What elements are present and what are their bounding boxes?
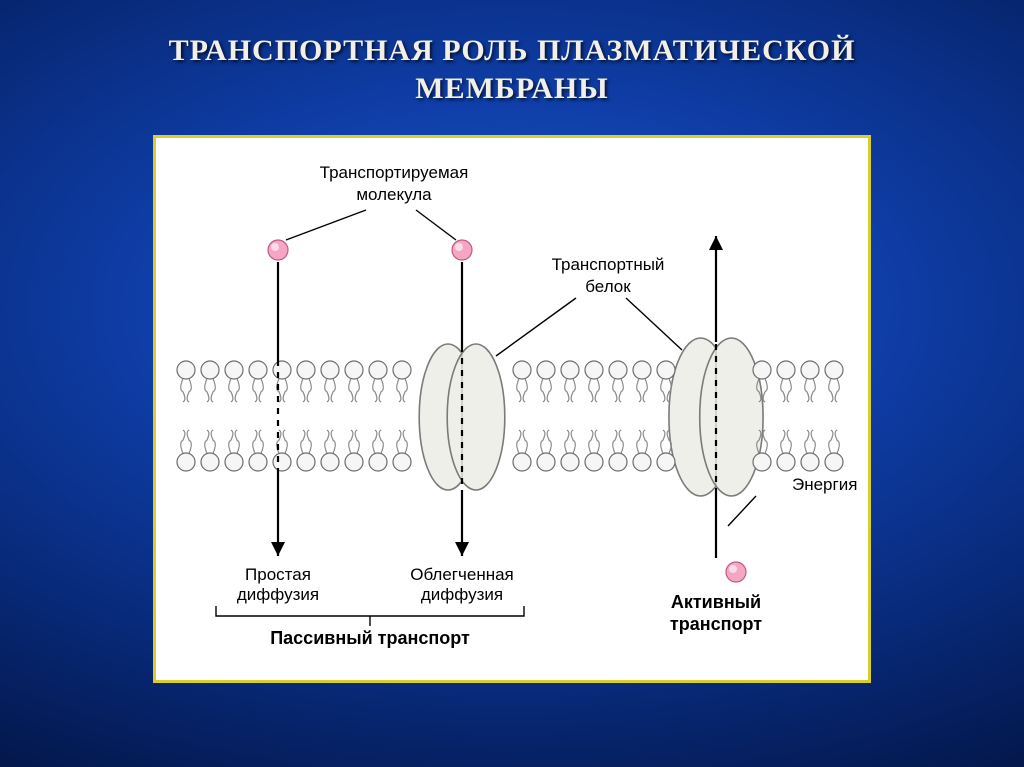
label-facilitated-diffusion: Облегченная [410, 565, 514, 584]
label-transport-protein: Транспортный [552, 255, 665, 274]
label-facilitated-diffusion: диффузия [421, 585, 503, 604]
label-energy: Энергия [792, 475, 857, 494]
label-passive-transport: Пассивный транспорт [270, 628, 470, 648]
title-line-2: МЕМБРАНЫ [415, 72, 608, 105]
transported-molecule-icon [726, 562, 746, 582]
diagram-container: Транспортируемая молекула Транспортный бело… [153, 135, 871, 683]
label-transported-molecule: молекула [356, 185, 432, 204]
label-active-transport: транспорт [670, 614, 762, 634]
transported-molecule-icon [268, 240, 288, 260]
title-line-1: ТРАНСПОРТНАЯ РОЛЬ ПЛАЗМАТИЧЕСКОЙ [169, 34, 856, 67]
label-simple-diffusion: диффузия [237, 585, 319, 604]
slide: ТРАНСПОРТНАЯ РОЛЬ ПЛАЗМАТИЧЕСКОЙ МЕМБРАН… [0, 0, 1024, 767]
label-transported-molecule: Транспортируемая [320, 163, 469, 182]
membrane-diagram: Транспортируемая молекула Транспортный бело… [156, 138, 868, 680]
slide-title: ТРАНСПОРТНАЯ РОЛЬ ПЛАЗМАТИЧЕСКОЙ МЕМБРАН… [51, 32, 973, 107]
label-transport-protein: белок [585, 277, 631, 296]
label-simple-diffusion: Простая [245, 565, 311, 584]
label-active-transport: Активный [671, 592, 761, 612]
transported-molecule-icon [452, 240, 472, 260]
